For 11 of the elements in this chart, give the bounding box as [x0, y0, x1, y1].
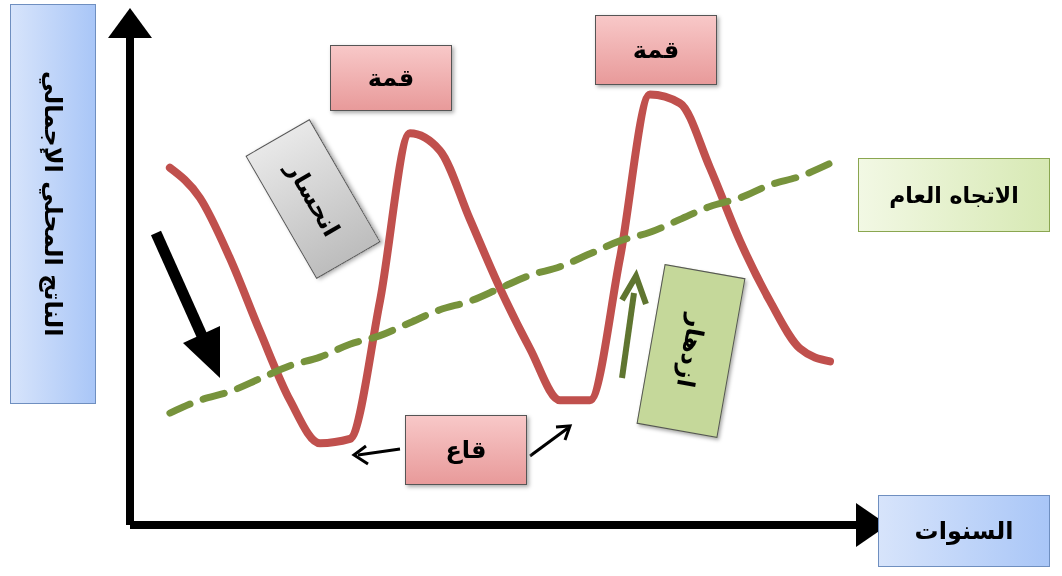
annotation: انحسار [280, 156, 346, 242]
callout-box: انحسار [245, 119, 381, 279]
text: الاتجاه العام [858, 158, 1050, 232]
callout-box: قمة [595, 15, 717, 85]
callout-box: قاع [405, 415, 527, 485]
annotation: ازدهار [670, 312, 712, 390]
annotation: قاع [445, 436, 487, 464]
callout-box: قمة [330, 45, 452, 111]
x-axis-title: السنوات [878, 495, 1050, 567]
y-axis-title: الناتج المحلي الإجمالي [39, 71, 67, 337]
callout-box: ازدهار [636, 264, 746, 438]
